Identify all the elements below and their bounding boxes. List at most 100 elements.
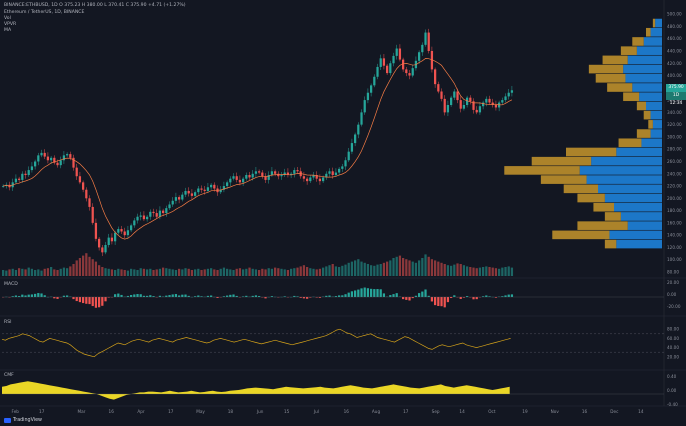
candle-body <box>27 170 30 175</box>
volume-bar <box>88 256 91 276</box>
candle-body <box>456 91 459 101</box>
time-axis-label: 16 <box>343 409 349 414</box>
volume-profile-bar-down <box>577 221 628 230</box>
volume-profile-bar-down <box>604 212 621 221</box>
volume-bar <box>24 269 27 276</box>
vpvr-indicator-label[interactable]: VPVR <box>4 22 17 27</box>
volume-bar <box>408 260 411 276</box>
candle-body <box>462 105 466 109</box>
volume-bar <box>376 264 379 276</box>
candle-body <box>72 157 75 168</box>
volume-profile-bar-down <box>566 147 617 157</box>
price-scale-label: 200.00 <box>667 196 682 201</box>
candle-body <box>181 194 184 200</box>
macd-histogram-bar <box>507 294 510 297</box>
candle-body <box>235 176 238 180</box>
volume-profile-bar-up <box>650 110 662 120</box>
volume-bar <box>280 268 283 276</box>
candle-body <box>475 109 478 113</box>
time-axis-label: Jun <box>256 409 264 414</box>
candle-body <box>334 172 338 175</box>
volume-bar <box>379 264 382 276</box>
macd-histogram-bar <box>34 293 37 297</box>
candle-body <box>40 152 43 156</box>
volume-bar <box>222 267 226 276</box>
volume-bar <box>56 270 59 276</box>
time-axis-label: May <box>196 409 205 414</box>
macd-pane-title[interactable]: MACD <box>4 282 18 287</box>
macd-histogram-bar <box>226 295 229 297</box>
candle-body <box>270 171 274 175</box>
volume-bar <box>120 269 123 276</box>
macd-histogram-bar <box>152 296 155 297</box>
volume-bar <box>274 267 277 276</box>
volume-bar <box>283 269 286 276</box>
candle-body <box>309 177 312 182</box>
volume-bar <box>258 270 261 276</box>
volume-bar <box>478 267 482 276</box>
candle-body <box>392 55 395 64</box>
candle-body <box>104 244 107 253</box>
cmf-pane-title[interactable]: CMF <box>4 373 14 378</box>
macd-histogram-bar <box>126 295 130 297</box>
macd-histogram-bar <box>299 297 302 298</box>
macd-histogram-bar <box>315 297 318 298</box>
candle-body <box>43 152 46 157</box>
candle-body <box>213 184 216 189</box>
candle-body <box>66 154 69 156</box>
candle-body <box>322 177 325 182</box>
candle-body <box>149 211 152 217</box>
candle-body <box>30 166 34 171</box>
candle-body <box>117 229 120 233</box>
volume-profile-bar-up <box>579 166 662 175</box>
candle-body <box>245 174 248 179</box>
candle-body <box>203 189 206 191</box>
candle-body <box>101 247 104 253</box>
volume-indicator-label[interactable]: Vol <box>4 16 11 21</box>
volume-bar <box>146 269 149 276</box>
candle-body <box>37 155 40 162</box>
volume-profile-bar-down <box>623 92 640 102</box>
tradingview-logo-text: TradingView <box>13 418 42 423</box>
macd-histogram-bar <box>494 297 498 298</box>
volume-profile-bar-down <box>604 239 617 249</box>
volume-profile-bar-up <box>652 120 662 129</box>
price-scale-label: 220.00 <box>667 184 682 189</box>
volume-bar <box>475 268 478 276</box>
volume-bar <box>373 265 376 276</box>
volume-profile-bar-down <box>593 202 614 212</box>
volume-bar <box>437 261 440 276</box>
rsi-pane-title[interactable]: RSI <box>4 320 12 325</box>
macd-histogram-bar <box>130 294 133 297</box>
ma-indicator-label[interactable]: MA <box>4 28 12 33</box>
macd-histogram-bar <box>437 297 440 306</box>
volume-profile-bar-down <box>577 193 605 203</box>
candle-body <box>510 90 514 93</box>
volume-profile-bar-up <box>616 239 662 249</box>
volume-bar <box>507 266 510 276</box>
macd-histogram-bar <box>414 295 418 297</box>
tradingview-logo[interactable]: TradingView <box>4 418 42 423</box>
candle-body <box>162 210 165 214</box>
time-axis-label: Nov <box>550 409 559 414</box>
time-axis-label: 14 <box>638 409 644 414</box>
volume-bar <box>190 270 194 276</box>
candle-body <box>18 178 21 180</box>
volume-bar <box>174 270 178 276</box>
volume-bar <box>366 264 370 276</box>
volume-bar <box>75 260 78 276</box>
candle-body <box>424 32 427 45</box>
volume-bar <box>264 269 267 276</box>
candle-body <box>123 231 126 236</box>
volume-bar <box>386 261 389 276</box>
volume-profile-bar-up <box>609 230 662 240</box>
candle-body <box>133 220 136 226</box>
candle-body <box>283 172 286 175</box>
volume-bar <box>114 270 117 276</box>
candle-body <box>398 48 402 60</box>
candle-body <box>50 157 53 161</box>
volume-profile-bar-up <box>620 212 662 221</box>
macd-histogram-bar <box>482 296 485 297</box>
